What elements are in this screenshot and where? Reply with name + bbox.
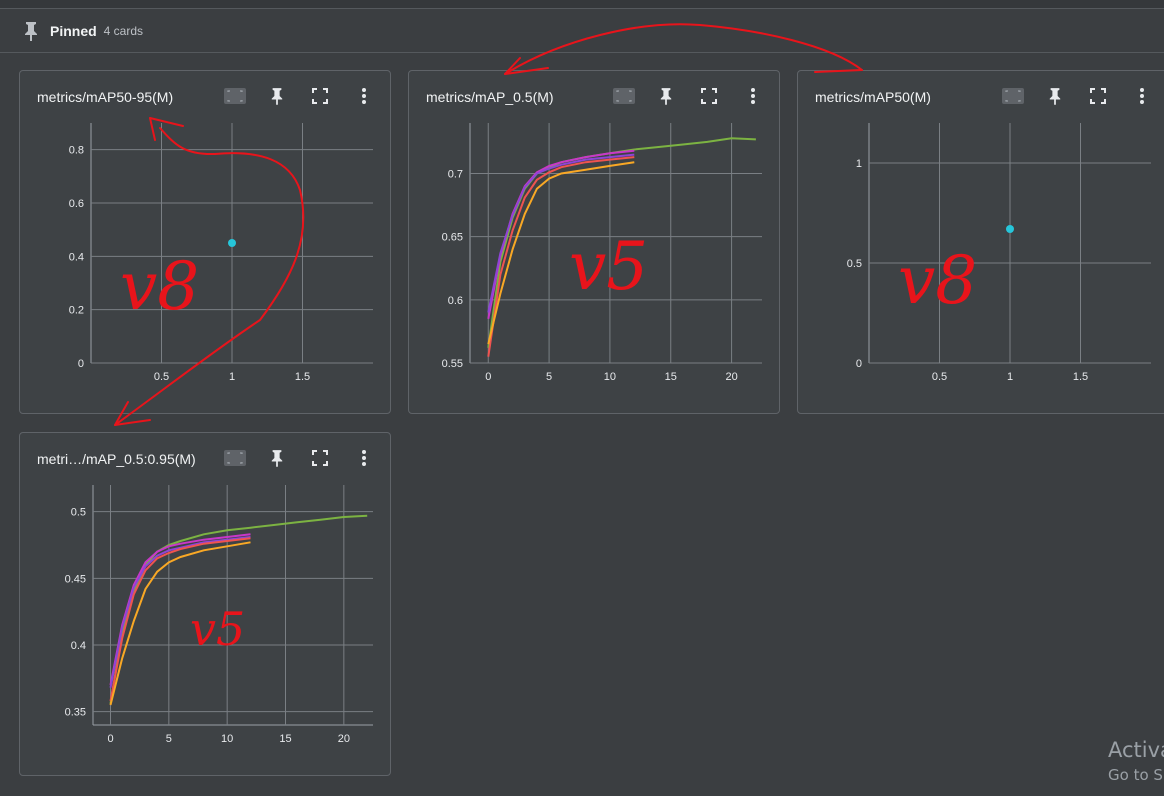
chart-plot[interactable]: 1 0.5 0 0.5 1 1.5 v8 — [798, 71, 1164, 415]
fit-domain-button[interactable] — [222, 85, 248, 107]
data-point — [228, 239, 236, 247]
fullscreen-button[interactable] — [307, 447, 333, 469]
card-title: metri…/mAP_0.5:0.95(M) — [37, 451, 196, 467]
y-tick-label: 0.4 — [71, 640, 86, 652]
chart-card-map-0-5: metrics/mAP_0.5(M) 0.7 0.65 0.6 0.55 0 5 10 15 2… — [408, 70, 780, 414]
x-tick-label: 0.5 — [932, 371, 947, 383]
pin-card-button[interactable] — [264, 85, 290, 107]
x-tick-label: 5 — [546, 371, 552, 383]
y-tick-label: 0 — [78, 358, 84, 370]
more-options-icon[interactable] — [1129, 85, 1155, 107]
y-tick-label: 0.7 — [448, 169, 463, 181]
pinned-title: Pinned — [50, 22, 97, 39]
fullscreen-button[interactable] — [307, 85, 333, 107]
y-tick-label: 0.45 — [65, 573, 86, 585]
chart-plot[interactable]: 0.8 0.6 0.4 0.2 0 0.5 1 1.5 v8 — [20, 71, 392, 415]
x-tick-label: 5 — [166, 733, 172, 745]
card-title: metrics/mAP50-95(M) — [37, 89, 174, 105]
y-tick-label: 0.8 — [69, 145, 84, 157]
fullscreen-button[interactable] — [1085, 85, 1111, 107]
y-tick-label: 0.5 — [847, 258, 862, 270]
x-tick-label: 15 — [279, 733, 291, 745]
annotation-label: v5 — [569, 228, 648, 305]
y-tick-label: 0.5 — [71, 507, 86, 519]
series-line — [109, 541, 251, 706]
series-line — [109, 536, 251, 688]
chart-card-map50: metrics/mAP50(M) 1 0.5 0 0.5 1 1.5 v8 — [797, 70, 1164, 414]
pin-card-button[interactable] — [653, 85, 679, 107]
fit-domain-button[interactable] — [611, 85, 637, 107]
chart-card-map50-95: metrics/mAP50-95(M) 0.8 0.6 0.4 0.2 0 0.5 1 1.5… — [19, 70, 391, 414]
annotation-label: v5 — [190, 602, 245, 656]
x-tick-label: 1 — [1007, 371, 1013, 383]
x-tick-label: 15 — [665, 371, 677, 383]
card-title: metrics/mAP50(M) — [815, 89, 931, 105]
fit-domain-button[interactable] — [222, 447, 248, 469]
data-point — [1006, 225, 1014, 233]
chart-plot[interactable]: 0.5 0.45 0.4 0.35 0 5 10 15 20 v5 — [20, 433, 392, 777]
series-line — [487, 156, 635, 357]
y-tick-label: 0.6 — [448, 295, 463, 307]
x-tick-label: 20 — [338, 733, 350, 745]
x-tick-label: 1.5 — [295, 371, 310, 383]
x-tick-label: 20 — [725, 371, 737, 383]
y-tick-label: 0.6 — [69, 198, 84, 210]
fullscreen-button[interactable] — [696, 85, 722, 107]
pinned-count: 4 cards — [103, 23, 144, 38]
y-tick-label: 1 — [856, 158, 862, 170]
x-tick-label: 0.5 — [154, 371, 169, 383]
chart-plot[interactable]: 0.7 0.65 0.6 0.55 0 5 10 15 20 v5 — [409, 71, 781, 415]
y-tick-label: 0.55 — [442, 358, 463, 370]
annotation-label: v8 — [898, 242, 977, 319]
series-line — [487, 153, 635, 313]
series-line — [109, 514, 368, 704]
activation-watermark: Activa Go to S — [1108, 738, 1164, 784]
more-options-icon[interactable] — [351, 85, 377, 107]
more-options-icon[interactable] — [740, 85, 766, 107]
more-options-icon[interactable] — [351, 447, 377, 469]
pin-card-button[interactable] — [264, 447, 290, 469]
watermark-line-2: Go to S — [1108, 766, 1163, 784]
x-tick-label: 0 — [107, 733, 113, 745]
card-title: metrics/mAP_0.5(M) — [426, 89, 554, 105]
y-tick-label: 0 — [856, 358, 862, 370]
series-line — [487, 161, 635, 345]
x-tick-label: 1 — [229, 371, 235, 383]
x-tick-label: 10 — [221, 733, 233, 745]
annotation-label: v8 — [120, 248, 199, 325]
x-tick-label: 0 — [485, 371, 491, 383]
y-tick-label: 0.35 — [65, 707, 86, 719]
pinned-section-header: Pinned 4 cards — [0, 9, 1164, 53]
top-strip — [0, 0, 1164, 9]
fit-domain-button[interactable] — [1000, 85, 1026, 107]
y-tick-label: 0.2 — [69, 305, 84, 317]
y-tick-label: 0.65 — [442, 232, 463, 244]
series-line — [109, 537, 251, 702]
pin-card-button[interactable] — [1042, 85, 1068, 107]
x-tick-label: 10 — [604, 371, 616, 383]
pin-icon — [22, 20, 40, 42]
watermark-line-1: Activa — [1108, 738, 1164, 762]
y-tick-label: 0.4 — [69, 251, 84, 263]
x-tick-label: 1.5 — [1073, 371, 1088, 383]
chart-card-map-0-5-0-95: metri…/mAP_0.5:0.95(M) 0.5 0.45 0.4 0.35 0 5 1… — [19, 432, 391, 776]
